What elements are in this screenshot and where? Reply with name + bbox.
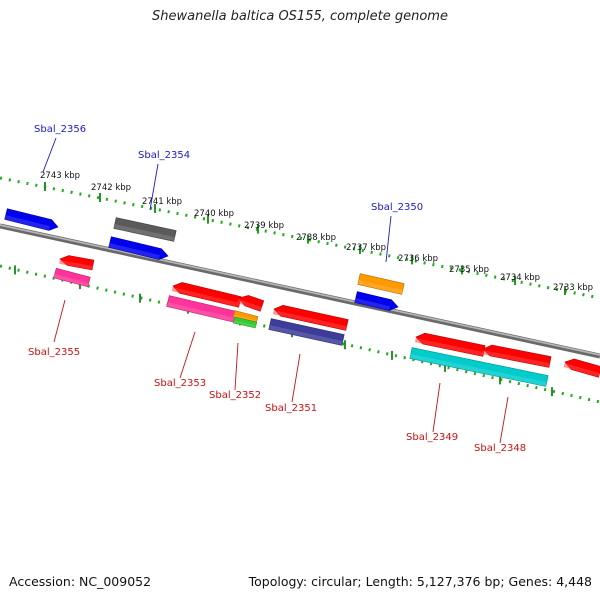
tick-label: 2738 kbp: [296, 233, 336, 243]
gene-sbal-2353-shading: [166, 302, 236, 323]
gene-label-sbal-2354: Sbal_2354: [138, 150, 190, 161]
gene-edge-right-shading: [563, 363, 600, 377]
genome-backbone: [0, 223, 600, 359]
gene-sbal-2351-shading: [268, 325, 343, 346]
gene-sbal-2355-shading: [53, 274, 89, 287]
tick-label: 2739 kbp: [244, 221, 284, 231]
tick-label: 2740 kbp: [194, 209, 234, 219]
accession-label: Accession: NC_009052: [9, 574, 152, 589]
leader-line-lower: [53, 299, 66, 343]
gene-label-sbal-2355: Sbal_2355: [28, 347, 80, 358]
gene-label-sbal-2349: Sbal_2349: [406, 432, 458, 443]
tick-label: 2736 kbp: [398, 254, 438, 264]
leader-line-lower: [432, 382, 441, 433]
gene-sbal-2351-upper-shading: [272, 310, 347, 331]
tick-label: 2733 kbp: [553, 283, 593, 293]
map-title: Shewanella baltica OS155, complete genom…: [152, 9, 448, 24]
gene-sbal-2349-upper-shading: [414, 338, 484, 357]
gene-sbal-2350-shading: [357, 280, 403, 295]
gene-sbal-2350-lower-shading: [354, 298, 390, 311]
gene-label-sbal-2348: Sbal_2348: [474, 443, 526, 454]
tick-label: 2742 kbp: [91, 183, 131, 193]
tick-label: 2743 kbp: [40, 171, 80, 181]
gene-label-sbal-2351: Sbal_2351: [265, 403, 317, 414]
gene-sbal-2354-shading: [108, 243, 160, 260]
tick-label: 2734 kbp: [500, 273, 540, 283]
leader-line-upper: [385, 215, 392, 263]
leader-line-lower: [291, 353, 301, 403]
tick-label: 2735 kbp: [449, 265, 489, 275]
gene-label-sbal-2353: Sbal_2353: [154, 378, 206, 389]
leader-line-lower: [234, 342, 239, 391]
gene-sbal-2355-upper-shading: [59, 260, 93, 270]
genome-backbone-highlight: [0, 224, 600, 356]
gene-label-sbal-2356: Sbal_2356: [34, 124, 86, 135]
leader-line-lower: [179, 331, 196, 379]
gene-sbal-2354-upper-shading: [113, 224, 175, 242]
gene-sbal-2348-upper-shading: [482, 350, 550, 368]
gene-label-sbal-2350: Sbal_2350: [371, 202, 423, 213]
gene-label-sbal-2352: Sbal_2352: [209, 390, 261, 401]
gene-sbal-2352-shading: [233, 320, 256, 328]
tick-label: 2737 kbp: [346, 243, 386, 253]
leader-line-upper: [149, 163, 159, 211]
gene-sbal-2349-shading: [409, 354, 547, 387]
gene-sbal-2353-upper-shading: [171, 287, 240, 308]
genome-summary: Topology: circular; Length: 5,127,376 bp…: [248, 574, 592, 589]
tick-label: 2741 kbp: [142, 197, 182, 207]
leader-line-upper: [42, 137, 57, 173]
gene-sbal-2356-shading: [4, 215, 50, 231]
gene-sbal-2352-upper-shading: [237, 299, 262, 311]
leader-line-lower: [499, 396, 509, 444]
